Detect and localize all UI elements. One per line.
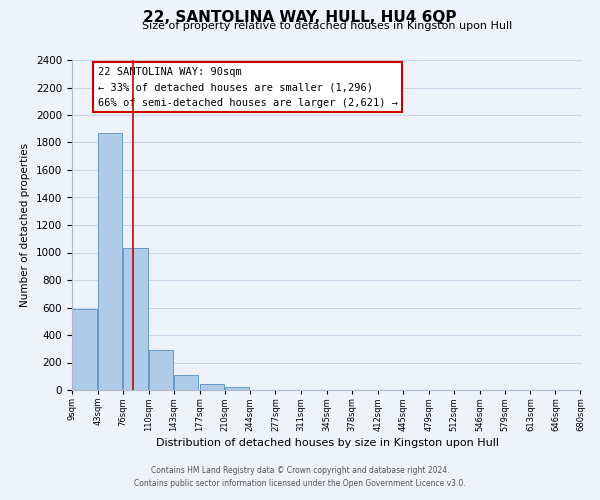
Text: Contains HM Land Registry data © Crown copyright and database right 2024.
Contai: Contains HM Land Registry data © Crown c… xyxy=(134,466,466,487)
X-axis label: Distribution of detached houses by size in Kingston upon Hull: Distribution of detached houses by size … xyxy=(155,438,499,448)
Bar xyxy=(173,375,199,390)
Bar xyxy=(224,387,249,390)
Text: 22, SANTOLINA WAY, HULL, HU4 6QP: 22, SANTOLINA WAY, HULL, HU4 6QP xyxy=(143,10,457,25)
Bar xyxy=(123,248,148,390)
Bar xyxy=(149,350,173,390)
Bar xyxy=(199,384,224,390)
Bar xyxy=(72,309,97,390)
Title: Size of property relative to detached houses in Kingston upon Hull: Size of property relative to detached ho… xyxy=(142,22,512,32)
Bar xyxy=(98,133,122,390)
Text: 22 SANTOLINA WAY: 90sqm
← 33% of detached houses are smaller (1,296)
66% of semi: 22 SANTOLINA WAY: 90sqm ← 33% of detache… xyxy=(97,66,398,108)
Y-axis label: Number of detached properties: Number of detached properties xyxy=(20,143,31,307)
